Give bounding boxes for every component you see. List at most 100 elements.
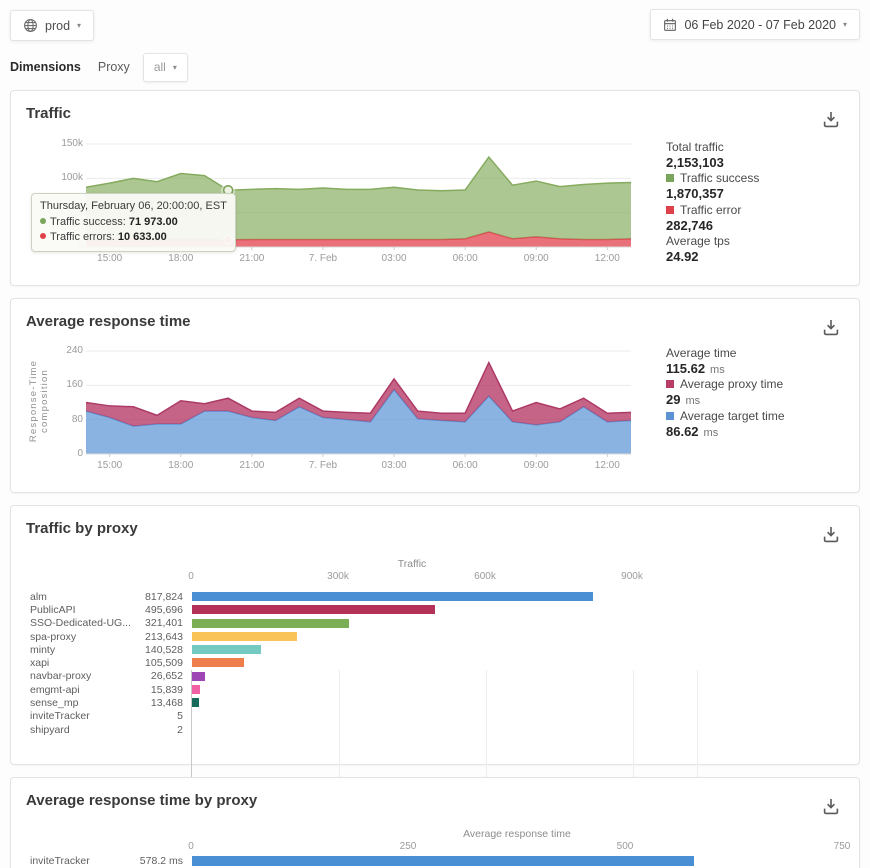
x-axis-tick-label: 21:00 xyxy=(239,253,265,264)
bar-track xyxy=(191,630,845,643)
proxy-value: 817,824 xyxy=(145,590,183,603)
proxy-label: emgmt-api xyxy=(30,683,80,696)
environment-label: prod xyxy=(45,18,71,33)
proxy-bar[interactable] xyxy=(192,856,694,866)
x-axis-tick-label: 250 xyxy=(399,841,417,852)
bar-track xyxy=(191,710,845,723)
bar-track xyxy=(191,617,845,630)
bar-track xyxy=(191,683,845,696)
x-axis-tick-label: 12:00 xyxy=(594,253,620,264)
globe-icon xyxy=(24,19,37,32)
stat-label: Traffic error xyxy=(666,202,759,218)
proxy-row: spa-proxy 213,643 xyxy=(11,630,845,643)
x-axis-tick-label: 0 xyxy=(188,571,194,582)
y-axis-tick-label: 160 xyxy=(66,379,83,391)
stat-value: 115.62 ms xyxy=(666,360,725,376)
proxy-row: SSO-Dedicated-UG... 321,401 xyxy=(11,617,845,630)
proxy-bar[interactable] xyxy=(192,618,350,628)
export-button[interactable] xyxy=(819,315,843,339)
x-axis-tick-label: 06:00 xyxy=(452,460,478,471)
panel-title: Traffic xyxy=(26,105,72,122)
proxy-bar[interactable] xyxy=(192,658,244,668)
stat-value: 86.62 ms xyxy=(666,423,719,439)
proxy-bar-list: inviteTracker 578.2 ms xyxy=(11,854,845,868)
dimension-name: Proxy xyxy=(97,60,130,74)
proxy-label: shipyard xyxy=(30,723,70,736)
proxy-bar[interactable] xyxy=(192,631,297,641)
tooltip-title: Thursday, February 06, 20:00:00, EST xyxy=(40,200,227,212)
environment-selector[interactable]: prod ▾ xyxy=(10,10,95,41)
proxy-bar[interactable] xyxy=(192,671,206,681)
traffic-by-proxy-panel: Traffic by proxy Traffic alm 817,824 Publi… xyxy=(10,505,860,823)
proxy-label: SSO-Dedicated-UG... xyxy=(30,617,131,630)
proxy-row: PublicAPI 495,696 xyxy=(11,603,845,616)
export-button[interactable] xyxy=(819,794,843,818)
traffic-stats: Total traffic 2,153,103 Traffic success 1,8… xyxy=(666,139,759,265)
proxy-row: sense_mp 13,468 xyxy=(11,696,845,709)
response-time-by-proxy-panel: Average response time by proxy Average r… xyxy=(10,777,860,868)
x-axis-tick-label: 06:00 xyxy=(452,253,478,264)
proxy-label: alm xyxy=(30,590,47,603)
series-dot xyxy=(40,218,46,224)
chart-tooltip: Thursday, February 06, 20:00:00, EST Tra… xyxy=(31,193,236,252)
x-axis-tick-label: 15:00 xyxy=(97,253,123,264)
proxy-row: alm 817,824 xyxy=(11,590,845,603)
proxy-value: 105,509 xyxy=(145,657,183,670)
date-range-label: 06 Feb 2020 - 07 Feb 2020 xyxy=(684,17,836,32)
response-time-chart[interactable] xyxy=(86,349,631,459)
proxy-label: spa-proxy xyxy=(30,630,77,643)
proxy-bar[interactable] xyxy=(192,645,261,655)
proxy-row: xapi 105,509 xyxy=(11,656,845,669)
x-axis-tick-label: 600k xyxy=(474,571,496,582)
x-axis-tick-label: 09:00 xyxy=(523,253,549,264)
series-dot xyxy=(40,233,46,239)
proxy-value: 140,528 xyxy=(145,643,183,656)
x-axis-tick-label: 300k xyxy=(327,571,349,582)
download-icon xyxy=(823,527,839,543)
proxy-bar-list: alm 817,824 PublicAPI 495,696 SSO-Dedicated-… xyxy=(11,590,845,823)
stat-label: Average proxy time xyxy=(666,377,785,393)
x-axis-tick-label: 18:00 xyxy=(168,253,194,264)
x-axis-tick-label: 7. Feb xyxy=(308,460,338,471)
proxy-value: 26,652 xyxy=(150,670,183,683)
bar-track xyxy=(191,854,845,868)
proxy-value: 495,696 xyxy=(145,603,183,616)
y-axis-title: Response-Time composition xyxy=(28,359,50,443)
stat-value: 29 ms xyxy=(666,392,701,407)
proxy-row: inviteTracker 578.2 ms xyxy=(11,854,845,868)
legend-swatch xyxy=(666,205,674,214)
dimension-value-selector[interactable]: all ▾ xyxy=(142,52,188,82)
caret-down-icon: ▾ xyxy=(842,20,847,29)
legend-swatch xyxy=(666,411,674,420)
proxy-label: inviteTracker xyxy=(30,855,90,867)
stat-label: Traffic success xyxy=(666,171,759,187)
proxy-bar[interactable] xyxy=(192,698,199,708)
x-axis-tick-label: 0 xyxy=(188,841,194,852)
proxy-value: 578.2 ms xyxy=(139,855,183,867)
proxy-bar[interactable] xyxy=(192,592,593,601)
tooltip-item: Traffic success: 71 973.00 xyxy=(40,215,227,230)
response-time-panel: Average response time Response-Time compo… xyxy=(10,298,860,493)
bar-track xyxy=(191,656,845,669)
proxy-value: 321,401 xyxy=(145,617,183,630)
export-button[interactable] xyxy=(819,107,843,131)
proxy-label: navbar-proxy xyxy=(30,670,92,683)
y-axis-tick-label: 0 xyxy=(77,448,83,459)
x-axis-tick-label: 7. Feb xyxy=(308,253,338,264)
calendar-icon xyxy=(664,18,677,31)
date-range-selector[interactable]: 06 Feb 2020 - 07 Feb 2020 ▾ xyxy=(650,9,860,40)
stat-label: Average target time xyxy=(666,408,785,424)
download-icon xyxy=(823,799,839,815)
proxy-label: minty xyxy=(30,643,56,656)
proxy-value: 2 xyxy=(177,723,183,736)
stat-label: Average time xyxy=(666,345,737,360)
proxy-row: shipyard 2 xyxy=(11,723,845,736)
dimension-value: all xyxy=(153,60,166,74)
export-button[interactable] xyxy=(819,522,843,546)
proxy-bar[interactable] xyxy=(192,605,435,615)
proxy-label: PublicAPI xyxy=(30,603,76,616)
proxy-label: sense_mp xyxy=(30,697,79,710)
proxy-bar[interactable] xyxy=(192,685,200,695)
proxy-value: 5 xyxy=(177,710,183,723)
